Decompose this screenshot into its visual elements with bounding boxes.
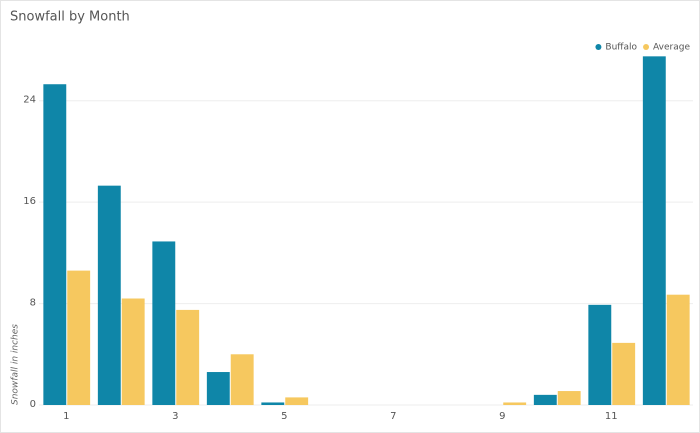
chart-title: Snowfall by Month [10,10,130,25]
bar [67,270,91,405]
y-tick-label: 0 [30,399,36,410]
bar [588,304,612,405]
bar [533,394,557,405]
x-tick-label: 11 [605,411,618,422]
legend-swatch [595,44,602,50]
legend-swatch [643,44,650,50]
y-tick-label: 16 [23,196,36,207]
bar [285,397,309,405]
y-tick-label: 24 [23,95,36,106]
bar [121,298,145,405]
bar [642,56,666,405]
bar [230,354,254,405]
bar [261,402,285,405]
bar [612,342,636,405]
x-tick-label: 7 [390,411,396,422]
x-tick-label: 1 [63,411,69,422]
y-tick-label: 8 [30,298,36,309]
legend-label: Average [653,43,690,53]
bar [152,241,176,405]
x-tick-label: 5 [281,411,287,422]
bar [176,309,200,405]
bar [503,402,527,405]
x-tick-label: 3 [172,411,178,422]
bar [97,185,121,405]
legend-label: Buffalo [605,43,637,53]
y-axis-title: Snowfall in inches [11,324,21,405]
bar [43,84,67,405]
bar [666,294,690,405]
bar [557,391,581,405]
bar [206,372,230,405]
x-tick-label: 9 [499,411,505,422]
